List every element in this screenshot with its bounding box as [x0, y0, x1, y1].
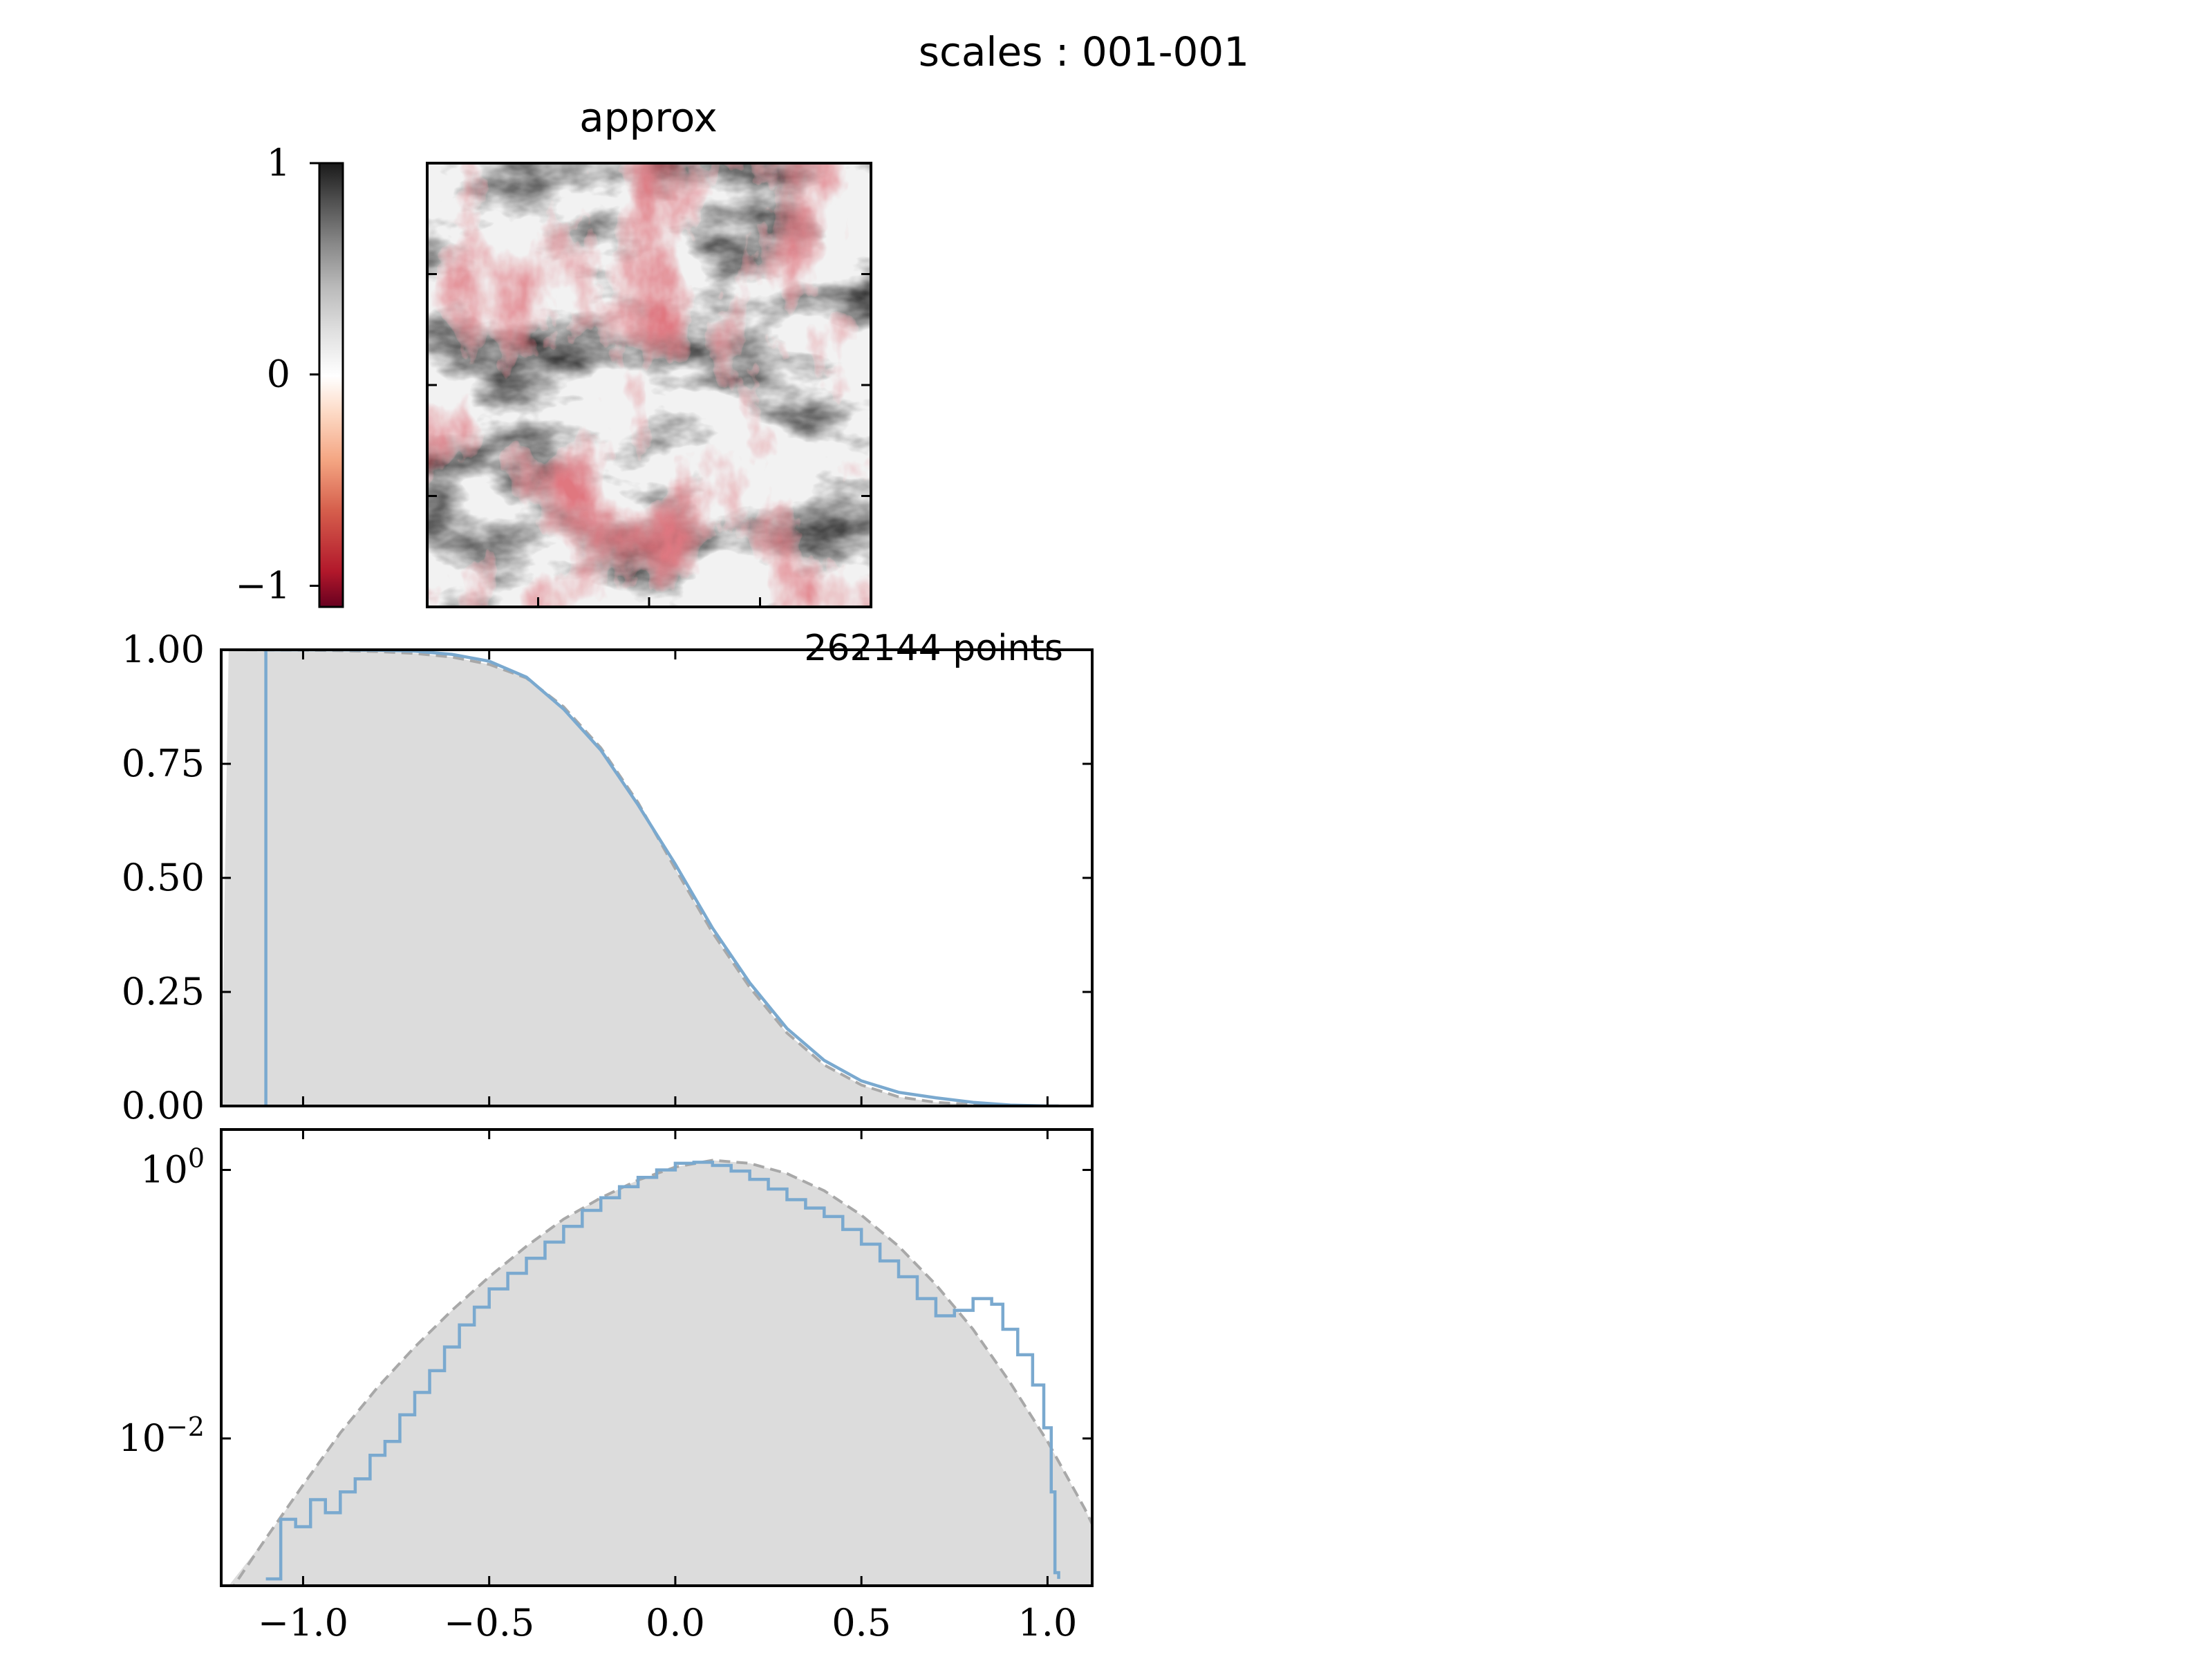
- y-tick-label: 1.00: [122, 628, 205, 671]
- colorbar: [318, 162, 344, 608]
- x-tick-label: 1.0: [1018, 1601, 1077, 1644]
- plot-area: [221, 1159, 1092, 1586]
- reference-fill: [221, 1160, 1092, 1586]
- points-annotation: 262144 points: [804, 628, 1063, 669]
- y-tick-label: 0.25: [122, 970, 205, 1013]
- heatmap-image: [427, 163, 871, 607]
- heatmap-ticks: [427, 273, 871, 607]
- reference-curve: [228, 650, 1085, 1106]
- colorbar-tick-label: 0: [267, 353, 290, 396]
- y-tick-label: 0.50: [122, 856, 205, 899]
- axes-frame: [220, 1128, 1094, 1587]
- colorbar-tick-label: 1: [267, 141, 290, 185]
- y-tick-label: 100: [140, 1143, 205, 1191]
- colorbar-axis: 1 0 −1: [235, 141, 319, 607]
- y-tick-label: 0.75: [122, 742, 205, 785]
- x-tick-label: −0.5: [444, 1601, 534, 1644]
- pdf-panel: −1.0 −0.5 0.0 0.5 1.0 100 10−2: [118, 1128, 1094, 1644]
- heatmap-title: approx: [579, 94, 718, 141]
- reference-fill: [221, 650, 1092, 1106]
- figure-title: scales : 001-001: [919, 28, 1249, 75]
- plot-area: [221, 650, 1092, 1106]
- y-tick-label: 0.00: [122, 1084, 205, 1127]
- empirical-curve: [265, 1161, 1060, 1581]
- y-tick-label: 10−2: [118, 1412, 205, 1460]
- x-tick-label: −1.0: [258, 1601, 348, 1644]
- colorbar-tick-label: −1: [235, 563, 290, 607]
- x-tick-label: 0.0: [646, 1601, 705, 1644]
- x-tick-label: 0.5: [832, 1601, 891, 1644]
- cdf-panel: 1.00 0.75 0.50 0.25 0.00: [122, 628, 1094, 1127]
